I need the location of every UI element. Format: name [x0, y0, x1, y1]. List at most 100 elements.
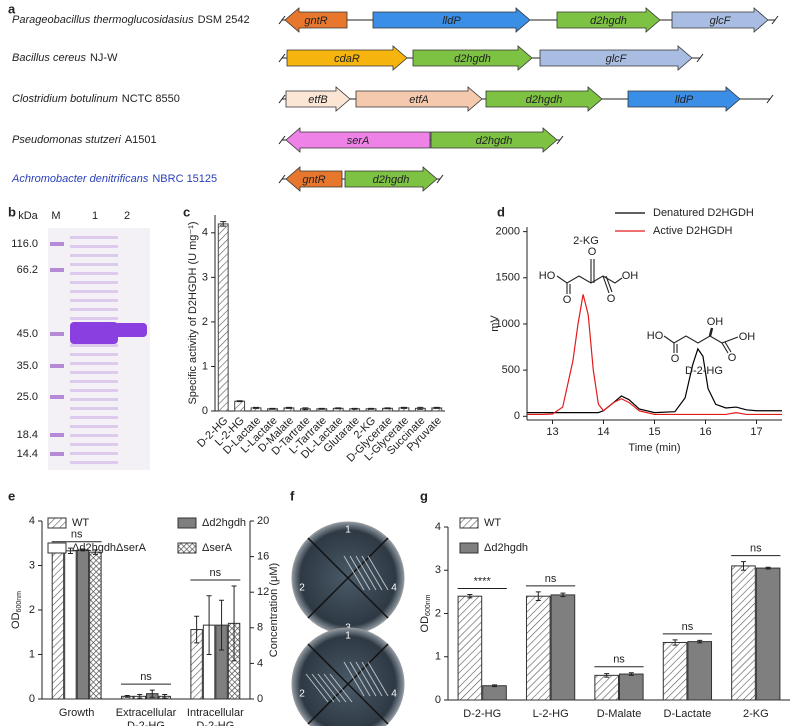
x-tick-label: 17 [750, 426, 762, 438]
y-tick-label: 4 [435, 521, 441, 533]
error-bar [80, 548, 86, 552]
streak [317, 673, 341, 703]
gene-label: serA [347, 135, 370, 147]
bar [482, 685, 507, 701]
y-tick-label: 500 [502, 364, 520, 376]
legend-swatch [177, 517, 197, 529]
gene-arrow [285, 86, 351, 112]
error-bar [149, 689, 155, 698]
x-tick-label: 16 [699, 426, 711, 438]
streak [361, 555, 383, 591]
bar [217, 223, 229, 412]
gene-arrow [539, 45, 693, 71]
marker-label: 35.0 [17, 360, 38, 372]
significance-label: ns [71, 529, 83, 541]
strain: NBRC 15125 [152, 173, 217, 185]
error-bar [253, 406, 260, 409]
atom-label: HO [647, 330, 664, 342]
lane-band [70, 452, 118, 455]
bar [525, 595, 551, 701]
error-bar [220, 221, 227, 227]
lane-band [70, 281, 118, 284]
gene-arrow [372, 7, 531, 33]
peak-label: D-2-HG [685, 365, 723, 377]
panel-label: e [8, 488, 15, 503]
y2-tick-label: 12 [257, 586, 269, 598]
legend-label: Active D2HGDH [653, 225, 733, 237]
streak [349, 661, 371, 697]
x-tick-label-line: Extracellular [116, 707, 177, 719]
atom-label: O [607, 293, 616, 305]
x-tick-label: Growth [59, 707, 94, 719]
plate-divider [307, 643, 389, 725]
legend-label: WT [72, 517, 89, 529]
y-axis-label-main: OD [10, 612, 22, 629]
y-axis-label-main: Specific activity of D2HGDH (U mg⁻¹) [187, 221, 199, 404]
bar [619, 673, 644, 701]
error-bar [92, 549, 98, 555]
structure-2kg [556, 259, 623, 294]
bar [89, 551, 102, 700]
sector-label: 2 [299, 583, 305, 594]
y-tick-label: 3 [202, 271, 208, 283]
y-tick-label: 2 [29, 604, 35, 616]
y-axis-label-main: OD [419, 616, 431, 633]
error-bar [697, 639, 703, 644]
lane-band [70, 263, 118, 266]
lane-band [70, 398, 118, 401]
y-tick-label: 3 [29, 559, 35, 571]
bar [64, 550, 77, 700]
lane-band [70, 443, 118, 446]
significance-label: ns [545, 573, 557, 585]
gene-label: d2hgdh [526, 94, 563, 106]
marker-label: 116.0 [11, 238, 38, 250]
lane-band [70, 308, 118, 311]
y2-tick-label: 20 [257, 515, 269, 527]
error-bar [335, 407, 342, 410]
significance-label: ns [613, 654, 625, 666]
legend-swatch [47, 542, 67, 554]
bar [755, 567, 781, 701]
y-tick-label: 2 [435, 607, 441, 619]
error-bar [467, 593, 473, 599]
lane-band [70, 254, 118, 257]
gene-arrow [284, 7, 348, 33]
locus-break [556, 135, 564, 145]
marker-label: 18.4 [17, 429, 38, 441]
marker-label: 45.0 [17, 328, 38, 340]
y-axis-label: OD600nm [419, 594, 432, 632]
y-tick-label: 1 [435, 651, 441, 663]
y2-tick-label: 16 [257, 551, 269, 563]
streak [361, 661, 383, 697]
organism-name: Achromobacter denitrificans [11, 173, 149, 185]
error-bar [417, 406, 424, 410]
organism-name: Parageobacillus thermoglucosidasius [12, 14, 194, 26]
locus-break [278, 53, 286, 63]
organism-label: Clostridium botulinum NCTC 8550 [12, 93, 180, 105]
bar [51, 549, 65, 700]
gene-label: d2hgdh [373, 174, 410, 186]
legend-label: ΔserA [202, 542, 233, 554]
gene-arrow [285, 166, 343, 192]
lane-band [70, 317, 118, 320]
legend-label: Δd2hgdhΔserA [72, 542, 147, 554]
bar [687, 641, 713, 701]
lane-band [70, 272, 118, 275]
legend-swatch [47, 517, 67, 529]
error-bar [302, 407, 309, 411]
error-bar [351, 407, 358, 410]
atom-label: HO [539, 270, 556, 282]
bar [76, 549, 90, 700]
marker-band [50, 433, 64, 437]
atom-label: O [588, 246, 597, 258]
lane-label: 1 [92, 210, 98, 222]
panel-label: f [290, 488, 295, 503]
sector-label: 4 [391, 583, 397, 594]
error-bar [236, 400, 243, 403]
error-bar [231, 585, 237, 662]
error-bar [137, 694, 143, 699]
y-tick-label: 2000 [496, 226, 520, 238]
gene-label: cdaR [334, 53, 360, 65]
gel [48, 228, 150, 470]
y-tick-label: 0 [202, 405, 208, 417]
